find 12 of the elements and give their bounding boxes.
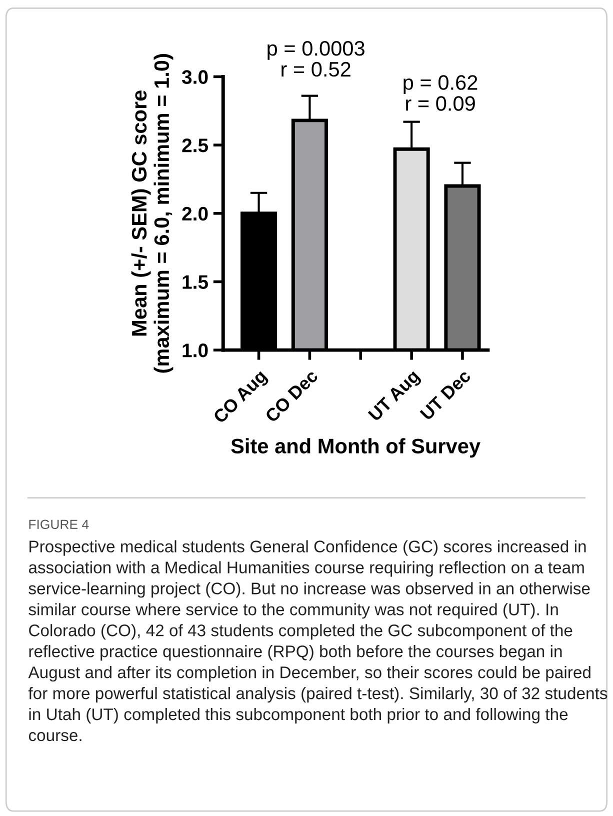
caption: FIGURE 4 xyxy=(29,520,89,530)
y-tick-label: 3.0 xyxy=(182,70,208,84)
x-tick-label: UT Dec xyxy=(420,368,472,421)
y-tick-label: 2.0 xyxy=(182,206,208,221)
text: p = 0.0003 r = 0.52 xyxy=(268,41,364,77)
y-tick-label: 1.5 xyxy=(182,275,208,289)
text: Prospective medical students General Confidence (GC) scores increased in association with a Medical Humanities course requiring reflection on a team service-learning project (CO). But no increase was observed in an otherwise similar course where service to the community was not required (UT). In Colorado (CO), 42 of 43 students completed the GC subcomponent of the reflective practice questionnaire (RPQ) both before the courses began in August and after its completion in December, so their scores could be paired for more powerful statistical analysis (paired t-test). Similarly, 30 of 32 students in Utah (UT) completed this subcomponent both prior to and following the course. xyxy=(28,540,608,742)
y-tick-label: 1.0 xyxy=(182,344,208,358)
x-axis-title: Site and Month of Survey xyxy=(231,438,480,458)
y-axis-title: Mean (+/- SEM) GC score (maximum = 6.0, minimum = 1.0) xyxy=(131,54,174,373)
annotation: p = 0.62 r = 0.09 xyxy=(404,75,478,111)
y-tick-label: 2.5 xyxy=(182,138,208,152)
